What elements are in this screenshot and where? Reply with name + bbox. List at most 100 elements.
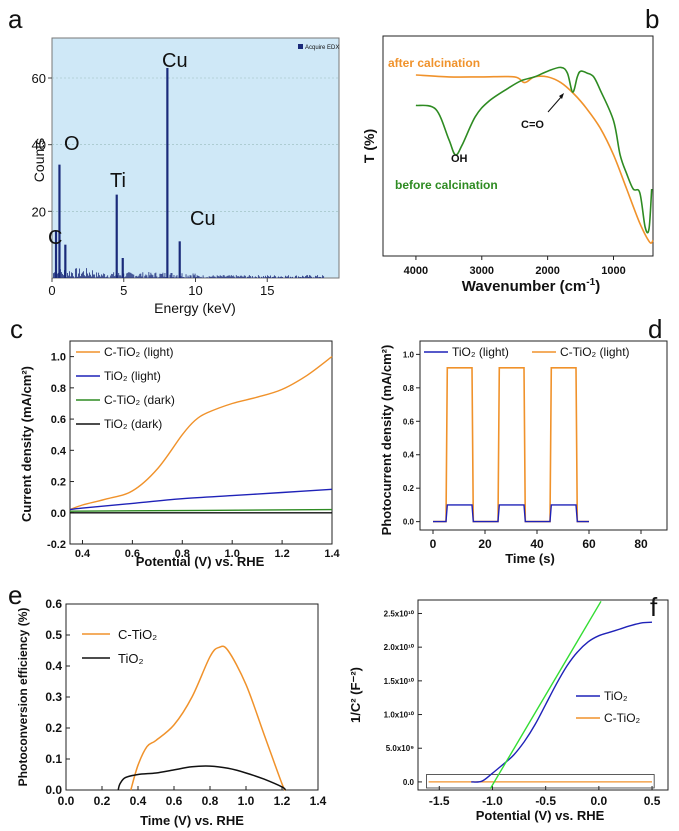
lsv-legend-label: C-TiO₂ (light) — [104, 345, 174, 359]
panel-e: 0.0 0.2 0.4 0.6 0.8 1.0 1.2 1.4 0.0 0.1 0.2 0.3 0.4 0… — [16, 597, 327, 828]
mott-ytick-label: 0.0 — [403, 778, 415, 787]
photocurrent-ylabel: Photocurrent density (mA/cm²) — [379, 345, 394, 536]
photocurrent-legend-label: C-TiO₂ (light) — [560, 345, 630, 359]
ftir-series-before-calcination — [415, 66, 653, 234]
efficiency-xtick-label: 0.0 — [58, 794, 75, 808]
photocurrent-ytick-label: 0.4 — [403, 451, 415, 460]
panel-b: 4000 3000 2000 1000 after calcination befor… — [361, 35, 654, 295]
ftir-xtick-label: 2000 — [535, 265, 559, 277]
efficiency-xtick-label: 0.8 — [202, 794, 219, 808]
panel-letter-a: a — [8, 4, 23, 34]
edx-xtick-label: 15 — [260, 283, 274, 298]
lsv-legend-label: TiO₂ (dark) — [104, 417, 162, 431]
edx-ytick-label: 20 — [32, 204, 46, 219]
photocurrent-ytick-label: 0.0 — [403, 518, 415, 527]
lsv-ytick-label: 0.4 — [51, 445, 67, 457]
mott-series-tio2 — [471, 621, 653, 783]
efficiency-xtick-label: 0.2 — [94, 794, 111, 808]
lsv-series-line — [69, 508, 333, 512]
mott-ylabel: 1/C² (F⁻²) — [348, 667, 363, 723]
lsv-series-line — [69, 356, 333, 511]
ftir-xtick-label: 4000 — [404, 265, 428, 277]
mott-ytick-label: 2.0x10¹⁰ — [384, 643, 415, 652]
efficiency-ytick-label: 0.1 — [45, 752, 62, 766]
ftir-plot-frame — [382, 35, 654, 257]
photocurrent-xtick-label: 60 — [582, 537, 596, 551]
efficiency-ytick-label: 0.6 — [45, 597, 62, 611]
lsv-ytick-label: 1.0 — [51, 352, 66, 364]
edx-peak-label-cu-main: Cu — [162, 50, 188, 72]
lsv-series-line — [69, 488, 333, 511]
photocurrent-xtick-label: 20 — [478, 537, 492, 551]
efficiency-xlabel: Time (V) vs. RHE — [140, 813, 244, 828]
edx-plot-area — [51, 37, 340, 279]
edx-peak-label-ti: Ti — [110, 170, 126, 192]
lsv-ytick-label: 0.8 — [51, 383, 66, 395]
mott-xtick-label: -0.5 — [535, 794, 556, 808]
efficiency-series-line — [130, 645, 287, 791]
lsv-ytick-label: 0.2 — [51, 477, 66, 489]
panel-letter-e: e — [8, 580, 22, 610]
panel-letter-c: c — [10, 314, 23, 344]
ftir-co-arrow-head — [559, 93, 564, 99]
edx-ytick-label: 40 — [32, 138, 46, 153]
efficiency-series-line — [117, 765, 287, 791]
lsv-ytick-label: -0.2 — [47, 539, 66, 551]
photocurrent-ytick-label: 0.2 — [403, 484, 415, 493]
edx-xtick-label: 10 — [188, 283, 202, 298]
ftir-label-co: C=O — [521, 119, 544, 131]
lsv-ytick-label: 0.6 — [51, 414, 66, 426]
photocurrent-series-tio2 — [433, 504, 589, 523]
efficiency-ytick-label: 0.2 — [45, 721, 62, 735]
efficiency-ylabel: Photoconversion efficiency (%) — [16, 608, 30, 787]
efficiency-ytick-label: 0.5 — [45, 628, 62, 642]
lsv-legend-label: C-TiO₂ (dark) — [104, 393, 175, 407]
ftir-xtick-label: 3000 — [470, 265, 494, 277]
mott-legend-label: C-TiO₂ — [604, 711, 641, 725]
ftir-series-after-calcination — [415, 74, 654, 244]
efficiency-ytick-label: 0.4 — [45, 659, 62, 673]
mott-plot-frame — [417, 599, 669, 791]
lsv-xtick-label: 0.4 — [75, 548, 91, 560]
mott-fit-line — [489, 600, 602, 790]
mott-ytick-label: 1.5x10¹⁰ — [384, 677, 415, 686]
mott-inset-box — [426, 774, 655, 789]
edx-ytick-label: 60 — [32, 71, 46, 86]
edx-xlabel: Energy (keV) — [154, 300, 236, 316]
photocurrent-ytick-label: 1.0 — [403, 350, 415, 359]
efficiency-xtick-label: 0.6 — [166, 794, 183, 808]
mott-ytick-label: 1.0x10¹⁰ — [384, 711, 415, 720]
photocurrent-xtick-label: 0 — [430, 537, 437, 551]
ftir-label-after: after calcination — [388, 56, 480, 70]
lsv-xtick-label: 0.8 — [175, 548, 190, 560]
lsv-xtick-label: 1.2 — [274, 548, 289, 560]
photocurrent-ytick-label: 0.6 — [403, 417, 415, 426]
photocurrent-plot-frame — [419, 340, 668, 531]
efficiency-ytick-label: 0.3 — [45, 690, 62, 704]
efficiency-xtick-label: 0.4 — [130, 794, 147, 808]
mott-xtick-label: -1.0 — [482, 794, 503, 808]
edx-xtick-label: 0 — [48, 283, 55, 298]
lsv-xtick-label: 1.0 — [225, 548, 240, 560]
lsv-xtick-label: 1.4 — [324, 548, 340, 560]
ftir-xtick-label: 1000 — [601, 265, 625, 277]
panel-letter-b: b — [645, 4, 659, 34]
ftir-label-oh: OH — [451, 153, 468, 165]
mott-xtick-label: 0.0 — [591, 794, 608, 808]
edx-peak-label-cu-minor: Cu — [190, 208, 216, 230]
edx-peak-label-o: O — [64, 133, 80, 155]
panel-c: 0.4 0.6 0.8 1.0 1.2 1.4 -0.2 0.0 0.2 0.4 0.6 0.8 1.0… — [19, 340, 341, 569]
mott-xtick-label: -1.5 — [429, 794, 450, 808]
lsv-xtick-label: 0.6 — [125, 548, 140, 560]
ftir-label-before: before calcination — [395, 178, 498, 192]
lsv-plot-frame — [69, 340, 333, 545]
ftir-ylabel: T (%) — [361, 129, 377, 163]
mott-ytick-label: 2.5x10¹⁰ — [384, 609, 415, 618]
mott-xlabel: Potential (V) vs. RHE — [476, 808, 605, 823]
efficiency-legend-label: C-TiO₂ — [118, 627, 157, 642]
panel-f: -1.5 -1.0 -0.5 0.0 0.5 0.0 5.0x10⁹ 1.0x10¹⁰ 1.5x… — [348, 599, 669, 823]
efficiency-xtick-label: 1.2 — [274, 794, 291, 808]
photocurrent-xtick-label: 80 — [634, 537, 648, 551]
edx-peak-label-c: C — [48, 227, 62, 249]
lsv-xlabel: Potential (V) vs. RHE — [136, 554, 265, 569]
